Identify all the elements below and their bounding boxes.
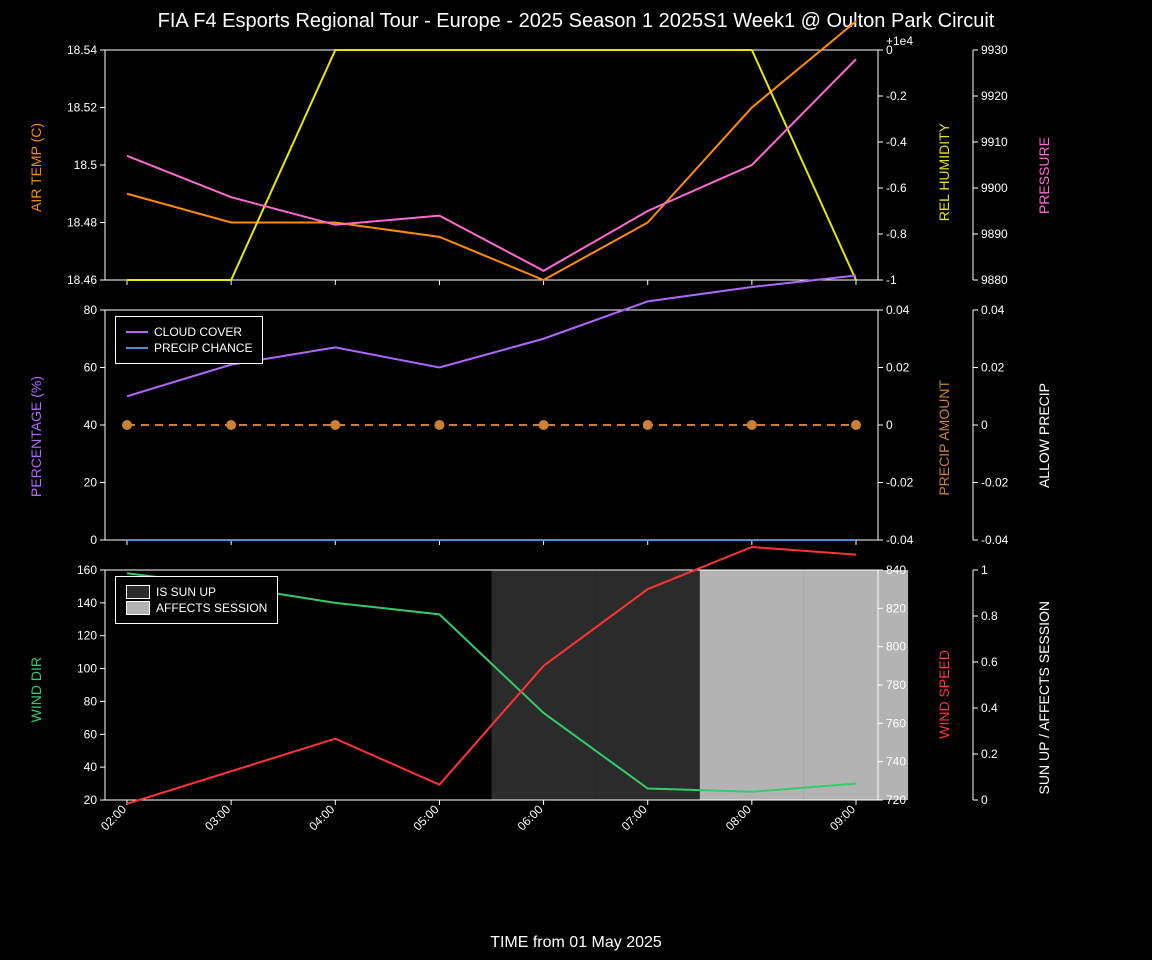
svg-text:-0.02: -0.02: [981, 476, 1009, 490]
y-label-precip-amount: PRECIP AMOUNT: [936, 380, 952, 496]
charts-svg: 18.46 18.48 18.5 18.52 18.54 -1 -0.8 -0.6 -0.4 -0…: [0, 0, 1152, 960]
svg-text:-0.4: -0.4: [886, 135, 907, 149]
svg-text:0: 0: [90, 533, 97, 547]
svg-text:-0.8: -0.8: [886, 227, 907, 241]
y-label-wind-speed: WIND SPEED: [936, 650, 952, 739]
svg-text:-0.04: -0.04: [886, 533, 914, 547]
svg-text:09:00: 09:00: [827, 802, 858, 833]
svg-text:-0.2: -0.2: [886, 89, 907, 103]
legend-label: IS SUN UP: [156, 585, 216, 599]
svg-text:9930: 9930: [981, 43, 1008, 57]
svg-text:0: 0: [886, 418, 893, 432]
svg-text:0: 0: [981, 793, 988, 807]
y-label-humidity: REL HUMIDITY: [936, 123, 952, 221]
svg-text:720: 720: [886, 793, 906, 807]
svg-text:07:00: 07:00: [619, 802, 650, 833]
svg-text:05:00: 05:00: [410, 802, 441, 833]
svg-text:800: 800: [886, 640, 906, 654]
svg-text:08:00: 08:00: [723, 802, 754, 833]
svg-text:0.4: 0.4: [981, 701, 998, 715]
svg-text:20: 20: [84, 476, 98, 490]
svg-text:80: 80: [84, 694, 98, 708]
svg-text:80: 80: [84, 303, 98, 317]
svg-text:40: 40: [84, 760, 98, 774]
svg-text:9910: 9910: [981, 135, 1008, 149]
legend-label: CLOUD COVER: [154, 325, 242, 339]
svg-text:1: 1: [981, 563, 988, 577]
y-label-wind-dir: WIND DIR: [28, 657, 44, 722]
svg-text:18.54: 18.54: [67, 43, 97, 57]
y-label-allow-precip: ALLOW PRECIP: [1036, 383, 1052, 488]
svg-text:160: 160: [77, 563, 97, 577]
svg-text:740: 740: [886, 755, 906, 769]
y-label-sun-affects: SUN UP / AFFECTS SESSION: [1036, 601, 1052, 794]
svg-text:760: 760: [886, 716, 906, 730]
offset-humidity: +1e4: [886, 34, 913, 48]
svg-text:20: 20: [84, 793, 98, 807]
svg-text:780: 780: [886, 678, 906, 692]
svg-text:140: 140: [77, 596, 97, 610]
svg-text:40: 40: [84, 418, 98, 432]
y-label-percentage: PERCENTAGE (%): [28, 376, 44, 497]
svg-text:18.46: 18.46: [67, 273, 97, 287]
svg-text:0.02: 0.02: [981, 361, 1005, 375]
svg-text:-0.04: -0.04: [981, 533, 1009, 547]
svg-text:0.6: 0.6: [981, 655, 998, 669]
svg-text:03:00: 03:00: [202, 802, 233, 833]
svg-text:0.04: 0.04: [981, 303, 1005, 317]
svg-text:18.52: 18.52: [67, 101, 97, 115]
svg-text:9920: 9920: [981, 89, 1008, 103]
svg-text:60: 60: [84, 727, 98, 741]
svg-text:120: 120: [77, 629, 97, 643]
svg-text:-0.02: -0.02: [886, 476, 914, 490]
svg-text:840: 840: [886, 563, 906, 577]
legend-label: AFFECTS SESSION: [156, 601, 267, 615]
svg-text:820: 820: [886, 601, 906, 615]
svg-text:0.02: 0.02: [886, 361, 910, 375]
svg-text:0: 0: [981, 418, 988, 432]
svg-text:9900: 9900: [981, 181, 1008, 195]
svg-text:0.2: 0.2: [981, 747, 998, 761]
svg-text:9880: 9880: [981, 273, 1008, 287]
legend-panel3: IS SUN UP AFFECTS SESSION: [115, 576, 278, 624]
svg-text:-0.6: -0.6: [886, 181, 907, 195]
svg-text:02:00: 02:00: [98, 802, 129, 833]
svg-text:18.5: 18.5: [74, 158, 98, 172]
legend-label: PRECIP CHANCE: [154, 341, 252, 355]
svg-text:9890: 9890: [981, 227, 1008, 241]
svg-text:0.8: 0.8: [981, 609, 998, 623]
svg-text:60: 60: [84, 361, 98, 375]
svg-text:04:00: 04:00: [306, 802, 337, 833]
y-label-pressure: PRESSURE: [1036, 137, 1052, 214]
svg-text:-1: -1: [886, 273, 897, 287]
y-label-air-temp: AIR TEMP (C): [28, 123, 44, 212]
legend-panel2: CLOUD COVER PRECIP CHANCE: [115, 316, 263, 364]
svg-text:18.48: 18.48: [67, 216, 97, 230]
svg-text:06:00: 06:00: [515, 802, 546, 833]
svg-text:0.04: 0.04: [886, 303, 910, 317]
svg-text:100: 100: [77, 662, 97, 676]
